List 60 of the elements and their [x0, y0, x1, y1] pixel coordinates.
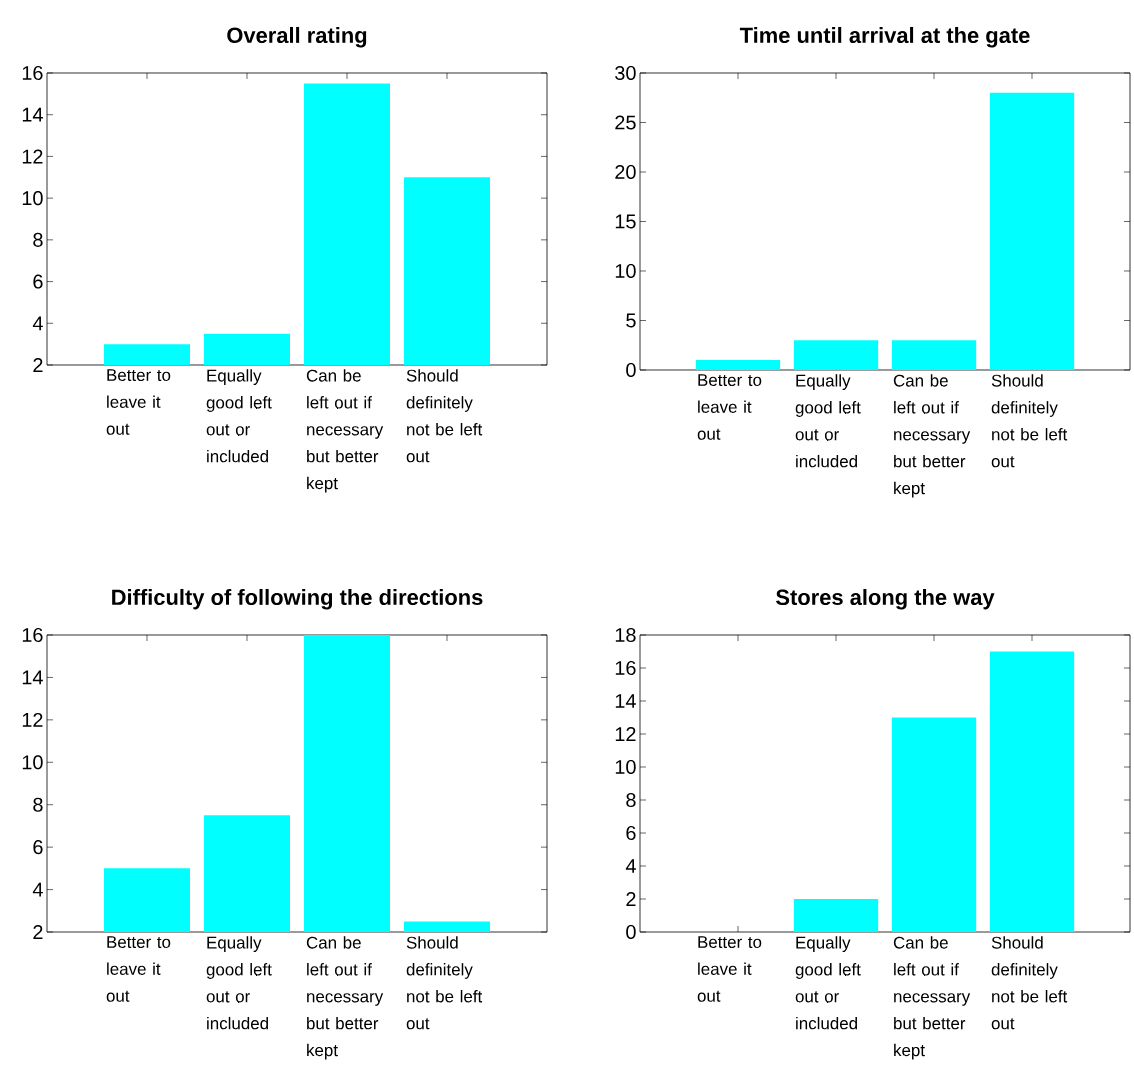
y-tick-label: 25	[615, 115, 636, 130]
y-tick-label: 14	[615, 694, 636, 708]
x-tick-label: Should definitely not be left out	[991, 936, 1068, 1030]
y-tick-label: 2	[626, 892, 636, 906]
y-tick-label: 12	[615, 727, 636, 741]
y-tick-label: 2	[33, 358, 43, 372]
y-tick-label: 0	[626, 924, 636, 940]
y-tick-label: 10	[22, 191, 43, 206]
x-tick-label: Should definitely not be left out	[991, 374, 1068, 468]
y-tick-label: 16	[22, 65, 43, 81]
chart-title: Time until arrival at the gate	[739, 26, 1030, 48]
y-tick-label: 0	[626, 362, 636, 378]
y-tick-label: 2	[33, 925, 43, 939]
x-tick-label: Should definitely not be left out	[406, 369, 483, 463]
y-tick-label: 10	[615, 759, 636, 775]
x-tick-label: Can be left out if necessary but better kept	[893, 374, 971, 498]
chart-title: Stores along the way	[776, 588, 995, 610]
x-tick-label: Better to leave it out	[697, 374, 762, 440]
y-tick-label: 14	[22, 107, 43, 122]
y-tick-label: 18	[615, 627, 636, 643]
y-tick-label: 5	[626, 313, 636, 328]
y-tick-label: 12	[22, 712, 43, 727]
y-tick-label: 16	[22, 627, 43, 643]
y-tick-label: 12	[22, 149, 43, 164]
x-tick-label: Better to leave it out	[697, 936, 762, 1002]
bar	[989, 92, 1075, 370]
x-tick-label: Equally good left out or included	[795, 374, 861, 468]
bar	[793, 899, 879, 932]
bar	[695, 360, 781, 370]
x-tick-label: Can be left out if necessary but better kept	[306, 369, 384, 493]
y-tick-label: 8	[33, 797, 43, 812]
y-tick-label: 20	[615, 164, 636, 180]
y-tick-label: 30	[615, 65, 636, 81]
y-tick-label: 4	[32, 316, 43, 331]
x-tick-label: Can be left out if necessary but better kept	[306, 936, 384, 1060]
y-tick-label: 6	[626, 825, 636, 841]
x-tick-label: Equally good left out or included	[206, 369, 272, 463]
y-tick-label: 8	[626, 792, 636, 808]
x-tick-label: Equally good left out or included	[795, 936, 861, 1030]
y-tick-label: 6	[33, 840, 43, 855]
y-tick-label: 4	[625, 859, 636, 873]
bar	[989, 651, 1075, 932]
x-tick-label: Should definitely not be left out	[406, 936, 483, 1030]
y-tick-label: 14	[22, 670, 43, 685]
y-tick-label: 16	[615, 660, 636, 676]
y-tick-label: 8	[33, 232, 43, 247]
chart-title: Difficulty of following the directions	[112, 588, 483, 610]
x-tick-label: Better to leave it out	[106, 369, 171, 435]
chart-title: Overall rating	[227, 26, 367, 48]
bar	[793, 340, 879, 370]
bar	[891, 717, 977, 932]
y-tick-label: 4	[32, 882, 43, 897]
y-tick-label: 15	[615, 214, 636, 229]
x-tick-label: Equally good left out or included	[206, 936, 272, 1030]
x-tick-label: Better to leave it out	[106, 936, 171, 1002]
y-tick-label: 10	[615, 263, 636, 279]
y-tick-label: 6	[33, 274, 43, 289]
bar	[891, 340, 977, 370]
x-tick-label: Can be left out if necessary but better kept	[893, 936, 971, 1060]
y-tick-label: 10	[22, 755, 43, 770]
